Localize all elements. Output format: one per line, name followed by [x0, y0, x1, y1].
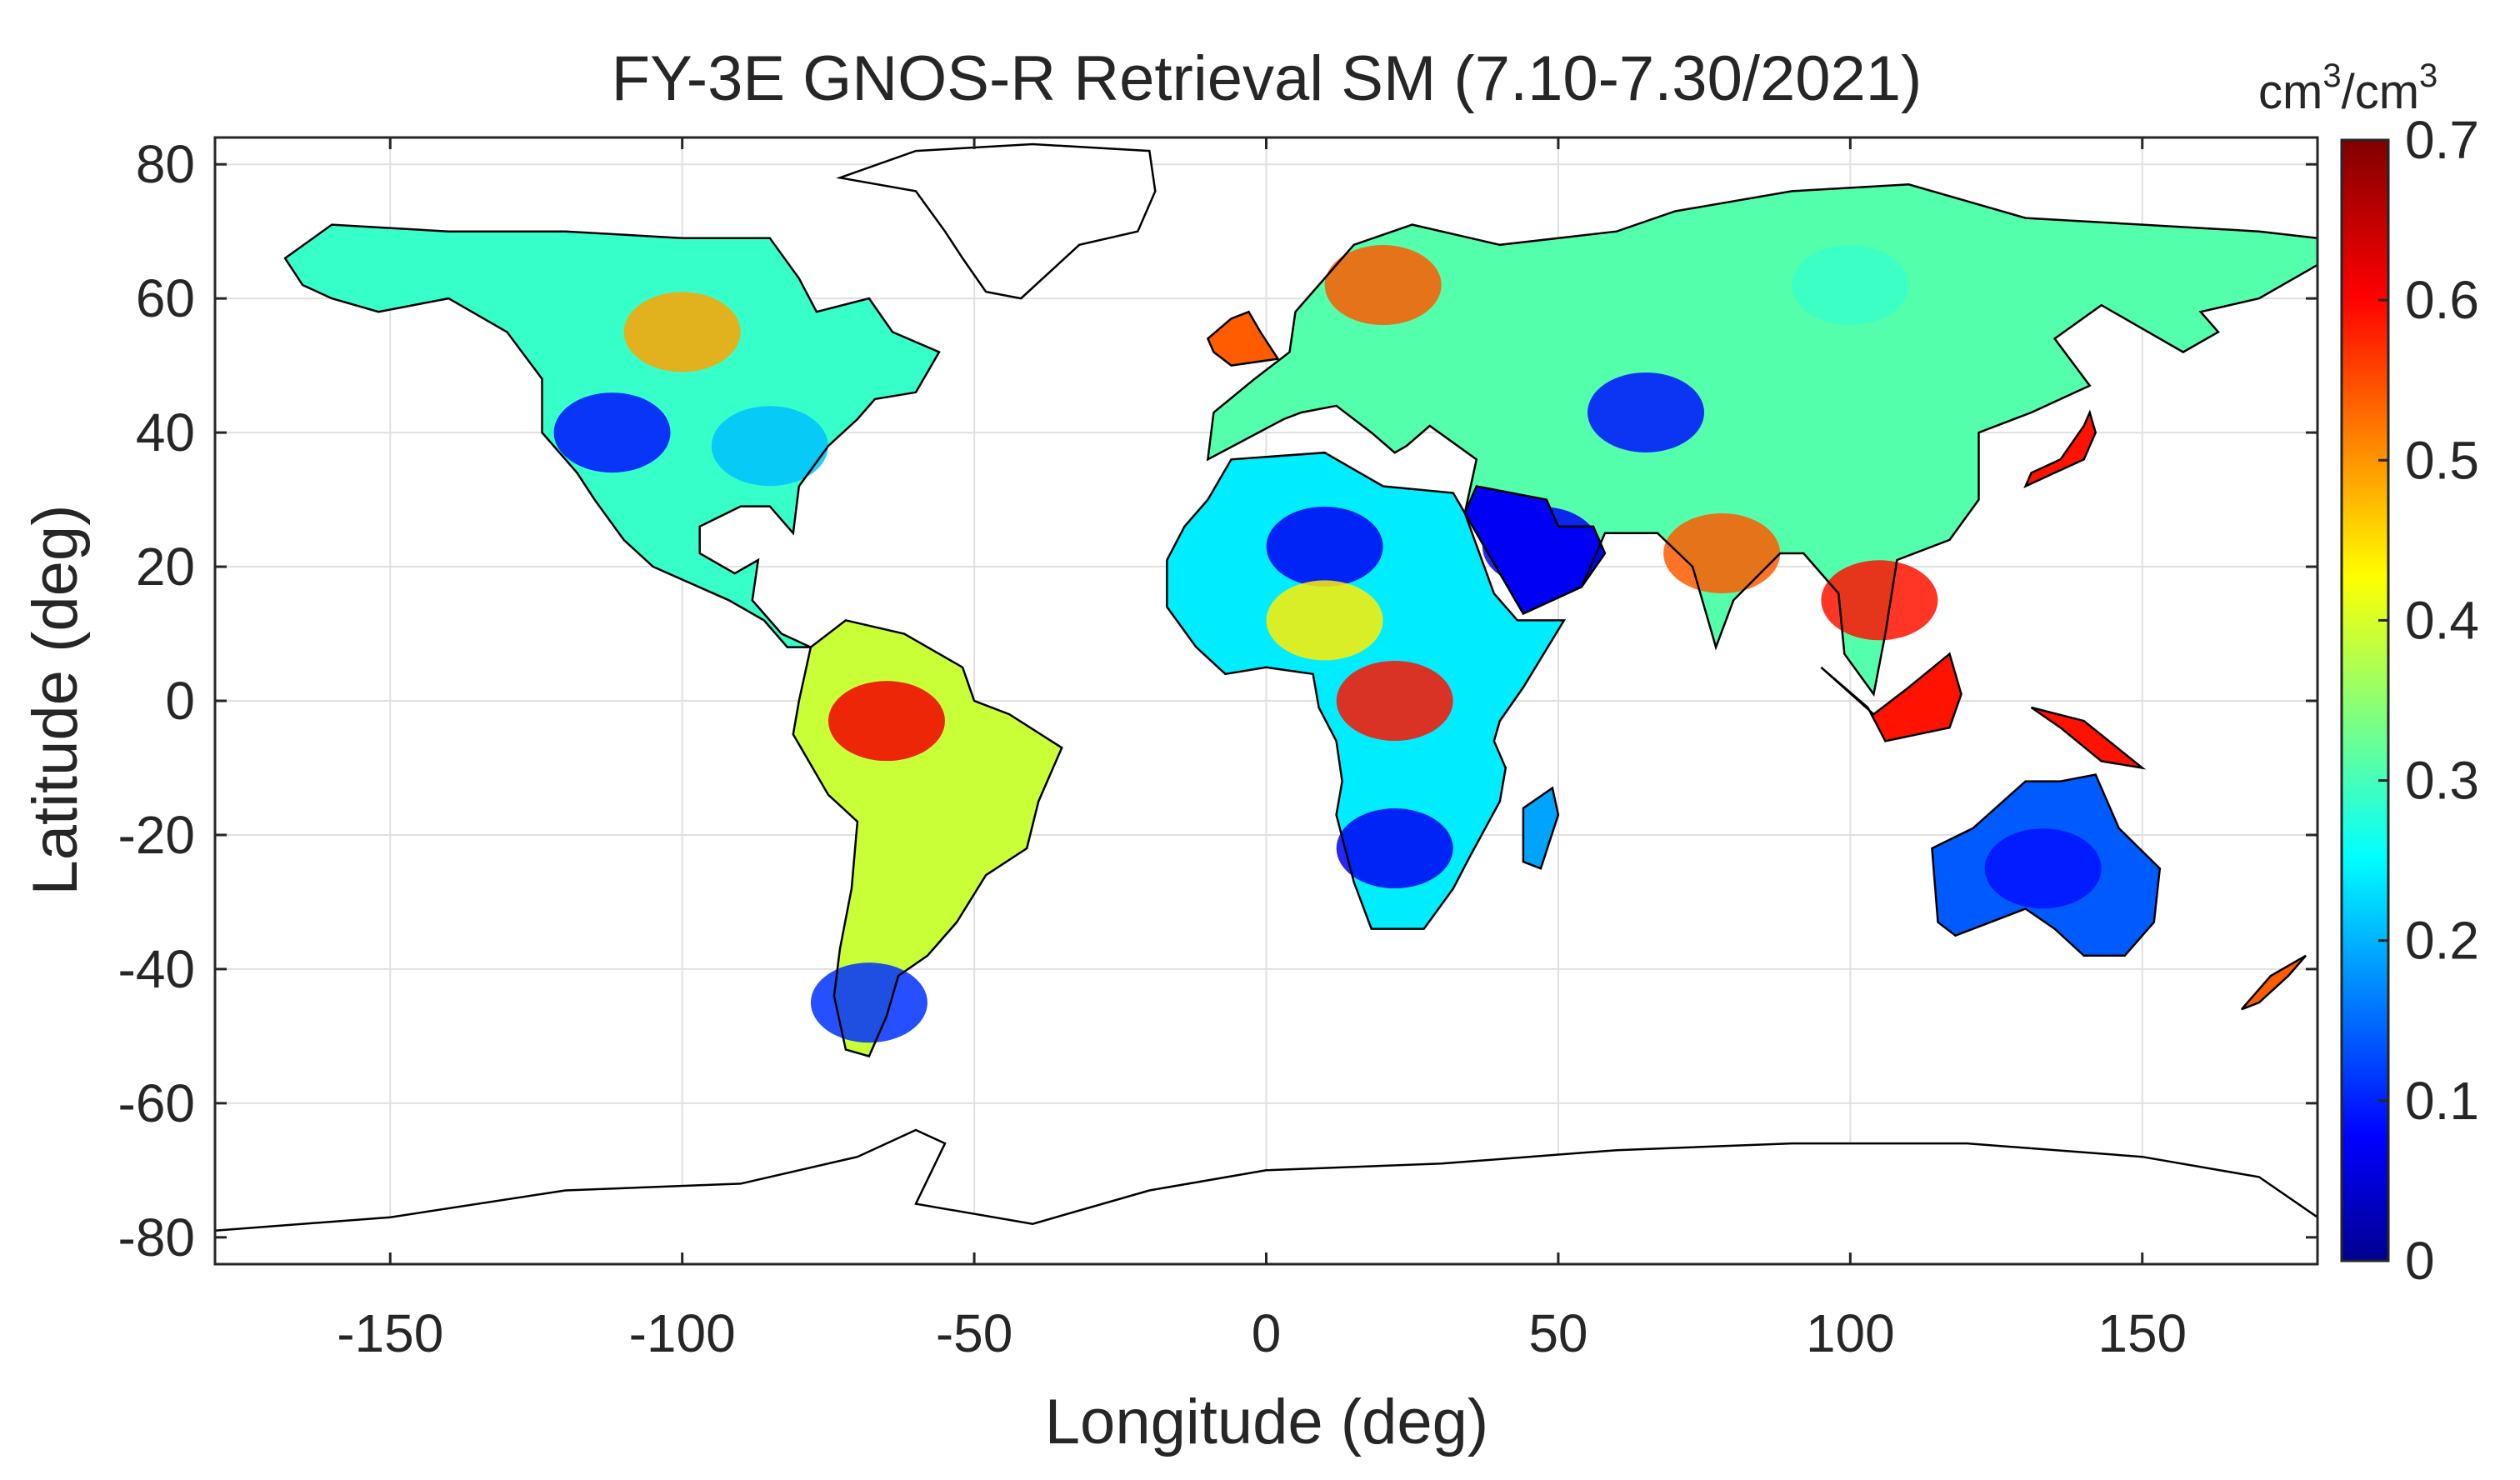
colorbar-tick-label: 0.7	[2405, 110, 2479, 170]
coastline-new-guinea	[2030, 706, 2147, 770]
region-canada	[623, 292, 741, 372]
y-tick-label: 60	[136, 268, 195, 328]
y-tick-label: 20	[136, 537, 195, 597]
landmass-borneo-sumatra	[1821, 653, 1962, 742]
chart-title: FY-3E GNOS-R Retrieval SM (7.10-7.30/202…	[612, 43, 1922, 114]
colorbar-unit-label: cm3/cm3	[2258, 58, 2438, 119]
coastline-africa	[1166, 451, 1567, 930]
coastline-arabia	[1463, 485, 1607, 616]
x-tick-label: -100	[629, 1303, 736, 1363]
landmass-new-zealand	[2241, 955, 2306, 1010]
y-axis-label: Latitude (deg)	[20, 505, 91, 896]
coastline-europe-asia	[1206, 183, 2318, 698]
x-tick-label: 100	[1806, 1303, 1895, 1363]
y-tick-label: -20	[118, 805, 196, 865]
y-tick-label: -80	[118, 1208, 196, 1268]
landmass-new-guinea	[2031, 708, 2142, 768]
landmass-antarctica	[215, 1130, 2318, 1264]
colorbar-tick-label: 0.6	[2405, 270, 2479, 330]
x-tick-label: 0	[1252, 1303, 1282, 1363]
x-tick-label: -50	[936, 1303, 1013, 1363]
y-tick-label: 0	[165, 671, 195, 731]
colorbar-tick-label: 0	[2405, 1231, 2435, 1291]
landmass-uk-ireland	[1208, 312, 1278, 366]
coastline-new-zealand	[2240, 954, 2307, 1011]
region-southeast-asia	[1821, 560, 1938, 641]
y-tick-label: -60	[118, 1073, 196, 1133]
y-tick-label: -40	[118, 939, 196, 999]
region-india	[1663, 512, 1781, 593]
landmass-madagascar	[1522, 788, 1558, 869]
y-axis-ticks: 80 60 40 20 0 -20 -40 -60 -80	[118, 134, 2318, 1268]
region-central-asia	[1588, 372, 1705, 452]
colorbar-tick-label: 0.1	[2405, 1071, 2479, 1131]
region-congo-basin	[1336, 661, 1453, 741]
x-tick-label: 150	[2098, 1303, 2187, 1363]
landmass-greenland	[839, 144, 1156, 299]
region-patagonia	[810, 962, 928, 1043]
colorbar-tick-label: 0.4	[2405, 590, 2479, 650]
landmass-europe-asia	[1208, 184, 2318, 695]
x-tick-label: -150	[337, 1303, 443, 1363]
coastline-outlines	[215, 142, 2318, 1264]
coastline-north-america	[283, 223, 941, 648]
region-amazon-basin	[828, 681, 945, 762]
region-eastern-us	[711, 406, 828, 487]
colorbar-tick-label: 0.3	[2405, 751, 2479, 811]
colorbar	[2340, 138, 2390, 1262]
region-northern-europe	[1324, 245, 1442, 326]
region-siberia	[1792, 245, 1909, 326]
x-axis-label: Longitude (deg)	[1045, 1387, 1488, 1458]
region-sahara	[1266, 506, 1383, 587]
coastline-australia	[1931, 773, 2162, 958]
coastline-greenland	[836, 142, 1157, 300]
region-western-us	[553, 392, 671, 473]
region-sahel	[1266, 580, 1383, 661]
x-axis-ticks: -150 -100 -50 0 50 100 150	[337, 138, 2187, 1363]
x-tick-label: 50	[1528, 1303, 1588, 1363]
colorbar-tick-label: 0.5	[2405, 430, 2479, 490]
coastline-borneo-sumatra	[1820, 652, 1962, 742]
region-southern-africa	[1336, 808, 1453, 889]
coastline-south-america	[792, 619, 1063, 1058]
y-tick-label: 80	[136, 134, 195, 194]
colorbar-ticks: 0 0.1 0.2 0.3 0.4 0.5 0.6 0.7	[2378, 110, 2479, 1291]
region-australia	[1984, 828, 2102, 909]
y-tick-label: 40	[136, 402, 195, 462]
coastline-antarctica	[215, 1128, 2318, 1264]
coastline-uk-ireland	[1206, 310, 1280, 367]
coastline-japan	[2023, 409, 2098, 489]
coastline-madagascar	[1522, 786, 1560, 870]
colorbar-tick-label: 0.2	[2405, 911, 2479, 971]
